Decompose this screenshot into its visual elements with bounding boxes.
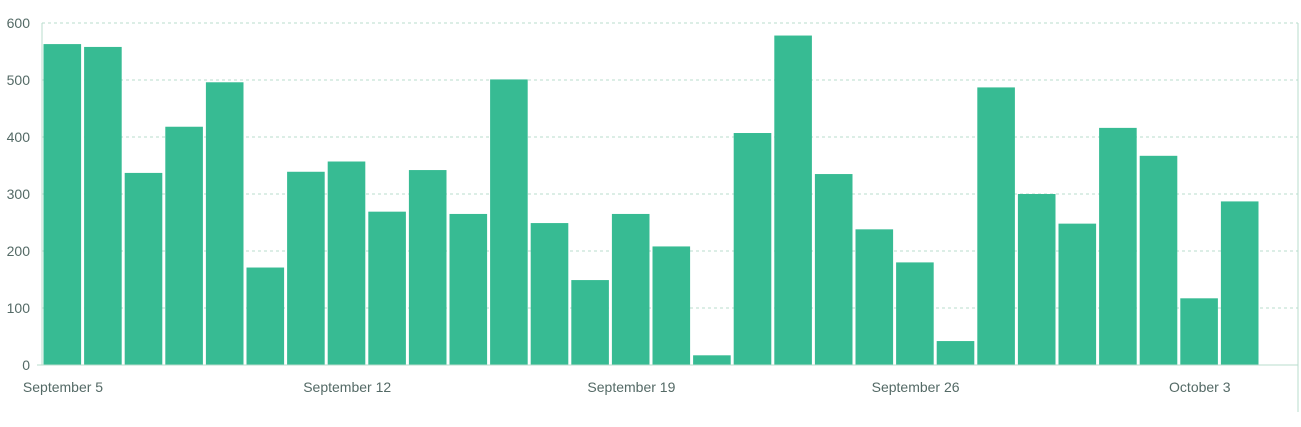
bar-sep-24[interactable] [814,174,853,365]
y-tick-label: 0 [22,357,30,373]
bar-sep-8[interactable] [165,126,203,366]
bar-sep-14[interactable] [408,170,447,365]
bar-sep-22[interactable] [733,133,772,365]
bars-layer [43,35,1259,366]
bar-sep-16[interactable] [490,79,528,366]
x-tick-label: September 19 [587,379,675,395]
bar-oct-1[interactable] [1099,127,1137,365]
bar-sep-17[interactable] [530,223,569,365]
x-tick-label: September 5 [23,379,103,395]
x-tick-label: September 12 [303,379,391,395]
bar-sep-11[interactable] [287,171,325,365]
bar-oct-3[interactable] [1180,298,1218,365]
y-tick-label: 100 [7,300,31,316]
bar-sep-20[interactable] [652,246,691,365]
y-axis-ticks: 0 100 200 300 400 500 600 [7,15,31,373]
x-tick-label: October 3 [1169,379,1231,395]
bar-sep-26[interactable] [896,262,934,365]
bar-sep-5[interactable] [43,44,82,366]
y-tick-label: 200 [7,243,31,259]
y-tick-label: 600 [7,15,31,31]
bar-oct-4[interactable] [1220,201,1259,365]
bar-sep-27[interactable] [936,341,975,365]
bar-sep-6[interactable] [84,46,122,365]
bar-sep-25[interactable] [855,229,894,365]
x-axis-ticks: September 5 September 12 September 19 Septe… [23,379,1231,395]
bar-sep-9[interactable] [205,82,244,365]
y-tick-label: 300 [7,186,31,202]
bar-sep-30[interactable] [1058,223,1097,365]
bar-oct-2[interactable] [1139,155,1178,365]
bar-sep-23[interactable] [774,35,812,365]
bar-sep-19[interactable] [611,213,650,365]
y-tick-label: 400 [7,129,31,145]
bar-sep-13[interactable] [368,211,406,365]
y-tick-label: 500 [7,72,31,88]
bar-sep-10[interactable] [246,267,285,365]
bar-sep-15[interactable] [449,213,488,365]
bar-sep-21[interactable] [693,355,731,365]
bar-sep-18[interactable] [571,280,609,365]
x-tick-label: September 26 [872,379,960,395]
bar-sep-29[interactable] [1017,194,1056,365]
bar-sep-12[interactable] [327,161,366,365]
bar-sep-7[interactable] [124,172,163,365]
axis-layer [37,23,1299,412]
bar-sep-28[interactable] [977,87,1015,365]
